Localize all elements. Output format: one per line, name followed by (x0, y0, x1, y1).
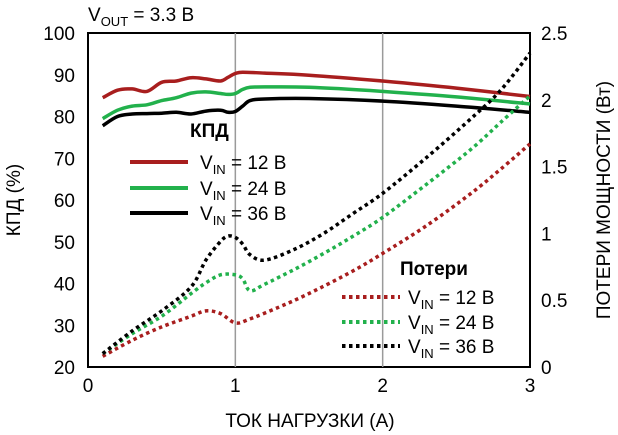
y-axis-title-left: КПД (%) (4, 164, 25, 236)
series-group (101, 51, 532, 358)
legend-label-eff-36v: VIN = 36 В (200, 204, 286, 228)
y-tick-label-right: 2.5 (541, 24, 567, 45)
legend-label-loss-24v: VIN = 24 В (408, 313, 494, 337)
legend-losses: Потери VIN = 12 В VIN = 24 В VIN = 36 В (342, 259, 494, 361)
x-tick-label: 1 (230, 376, 241, 397)
x-tick-label: 2 (377, 376, 388, 397)
series-line-loss-24v (101, 94, 532, 356)
series-line-eff-12v (101, 70, 531, 100)
y-tick-label-right: 0 (541, 358, 552, 379)
y-tick-label-right: 1.5 (541, 158, 567, 179)
x-tick-label: 3 (525, 376, 536, 397)
y-tick-label-right: 1 (541, 224, 552, 245)
tick-labels: 0 1 2 3 20 30 40 50 60 70 80 90 100 0 0.5 1 1.5 2 2.5 (43, 24, 567, 397)
y-tick-label-left: 90 (54, 66, 75, 87)
y-tick-label-right: 2 (541, 91, 552, 112)
series-line-loss-36v (101, 51, 532, 355)
y-tick-label-left: 40 (54, 275, 75, 296)
legend-losses-heading: Потери (400, 259, 468, 280)
series-line-loss-12v (101, 142, 532, 358)
y-axis-title-right: ПОТЕРИ МОЩНОСТИ (Вт) (594, 81, 615, 319)
y-tick-label-left: 30 (54, 316, 75, 337)
x-tick-label: 0 (83, 376, 94, 397)
y-tick-label-left: 100 (43, 24, 75, 45)
y-tick-label-left: 20 (54, 358, 75, 379)
plot-frame (87, 32, 531, 368)
legend-label-loss-12v: VIN = 12 В (408, 288, 494, 312)
chart-title: VOUT = 3.3 В (88, 5, 194, 29)
legend-label-eff-12v: VIN = 12 В (200, 153, 286, 177)
y-tick-label-left: 80 (54, 108, 75, 129)
y-tick-label-left: 60 (54, 191, 75, 212)
grid-lines (234, 33, 384, 367)
legend-efficiency: КПД VIN = 12 В VIN = 24 В VIN = 36 В (130, 121, 286, 228)
x-axis-title: ТОК НАГРУЗКИ (А) (225, 411, 394, 432)
y-tick-label-left: 70 (54, 149, 75, 170)
y-tick-label-left: 50 (54, 233, 75, 254)
legend-label-loss-36v: VIN = 36 В (408, 337, 494, 361)
legend-efficiency-heading: КПД (190, 121, 229, 142)
legend-label-eff-24v: VIN = 24 В (200, 179, 286, 203)
series-line-eff-24v (101, 85, 531, 121)
series-line-eff-36v (101, 96, 531, 128)
y-tick-label-right: 0.5 (541, 291, 567, 312)
